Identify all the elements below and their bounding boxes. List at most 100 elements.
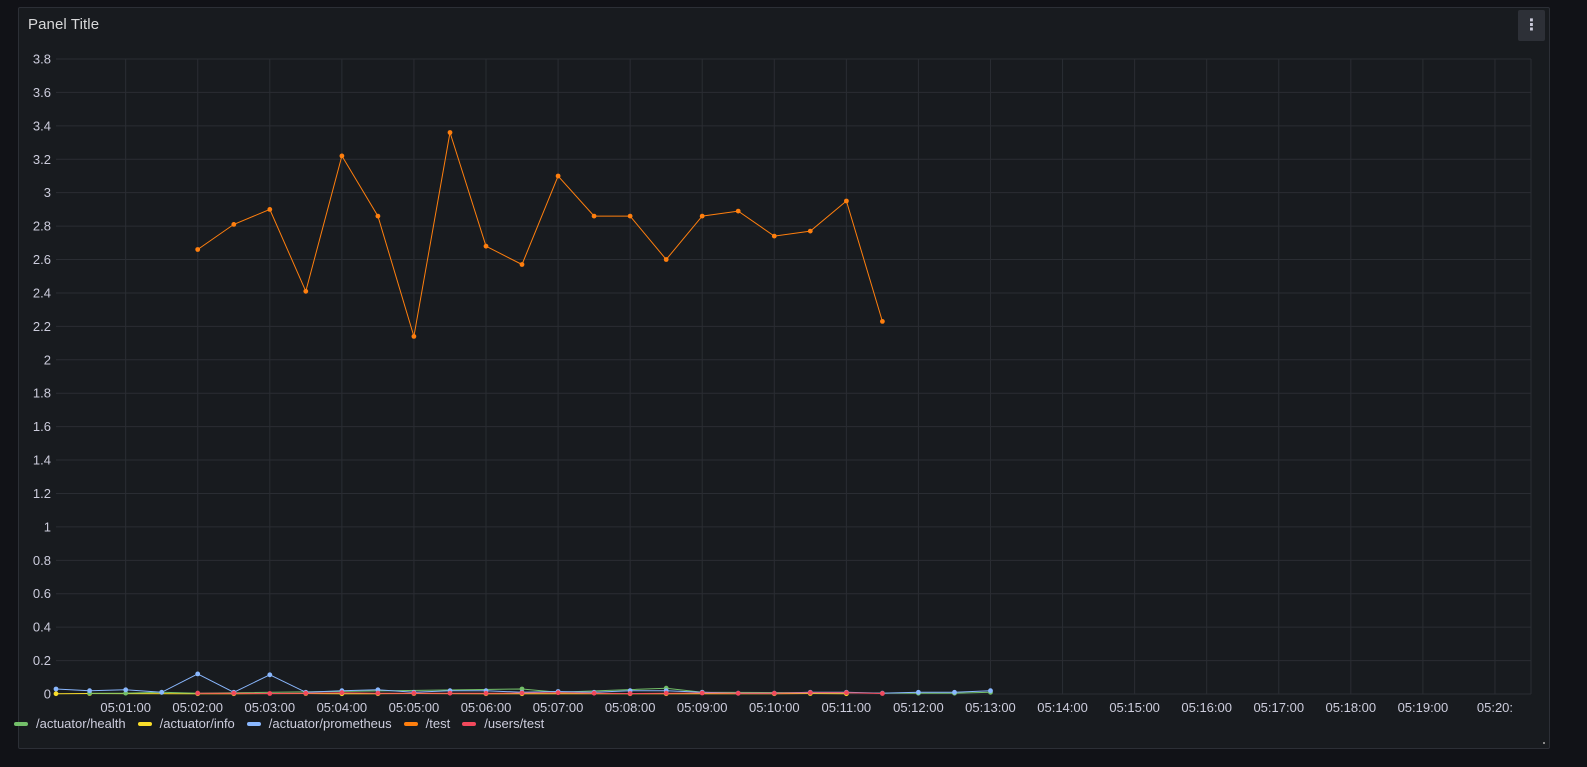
series-test[interactable] [195,130,885,339]
data-point[interactable] [267,207,273,212]
panel-title[interactable]: Panel Title [28,16,100,33]
y-tick-label: 1.4 [33,453,51,468]
kebab-menu-icon: ⋮ [1523,16,1540,34]
data-point[interactable] [483,690,489,696]
data-point[interactable] [53,691,59,697]
data-point[interactable] [807,228,813,234]
data-point[interactable] [303,690,309,696]
x-tick-label: 05:05:00 [389,700,440,715]
data-point[interactable] [87,688,92,694]
x-tick-label: 05:19:00 [1398,700,1449,715]
data-point[interactable] [411,690,417,696]
data-point[interactable] [735,208,741,214]
data-point[interactable] [555,173,561,179]
data-point[interactable] [988,688,993,694]
legend-item[interactable]: /actuator/info [137,716,235,731]
y-tick-label: 2.8 [33,219,51,234]
data-point[interactable] [952,689,957,695]
legend-swatch-icon [137,721,152,726]
resize-handle[interactable] [1543,742,1545,744]
chart-panel: Panel Title ⋮ [18,7,1550,749]
data-point[interactable] [267,691,273,696]
data-point[interactable] [231,690,237,696]
legend-label: /actuator/health [36,716,126,731]
legend-swatch-icon [246,721,261,726]
data-point[interactable] [880,319,885,324]
data-point[interactable] [807,690,813,696]
series-users-test[interactable] [195,690,885,696]
data-point[interactable] [267,672,273,678]
data-point[interactable] [627,213,633,219]
series-layer [53,130,993,697]
y-tick-label: 0 [44,687,51,702]
data-point[interactable] [591,213,597,219]
legend-item[interactable]: /users/test [462,716,544,731]
y-tick-label: 0.4 [33,620,51,635]
y-tick-label: 2 [44,352,51,367]
legend-item[interactable]: /test [403,716,451,731]
x-tick-label: 05:11:00 [822,700,872,715]
data-point[interactable] [447,130,453,135]
data-point[interactable] [195,247,201,252]
y-tick-label: 0.8 [33,553,51,568]
x-tick-label: 05:04:00 [317,700,368,715]
data-point[interactable] [916,689,921,695]
data-point[interactable] [339,690,345,696]
data-point[interactable] [375,213,381,219]
x-tick-label: 05:07:00 [533,700,584,715]
data-point[interactable] [411,334,417,339]
data-point[interactable] [844,690,849,696]
legend-item[interactable]: /actuator/prometheus [246,716,392,731]
data-point[interactable] [555,690,561,696]
series-line [197,692,883,695]
x-tick-label: 05:10:00 [749,700,800,715]
data-point[interactable] [123,687,129,693]
legend-label: /actuator/prometheus [268,716,392,731]
x-tick-label: 05:17:00 [1253,700,1304,715]
data-point[interactable] [375,690,381,696]
legend-swatch-icon [403,721,418,726]
legend: /actuator/health/actuator/info/actuator/… [14,716,556,731]
data-point[interactable] [663,257,669,262]
x-tick-label: 05:15:00 [1109,700,1160,715]
data-point[interactable] [231,222,237,227]
x-tick-label: 05:18:00 [1326,700,1377,715]
data-point[interactable] [159,689,165,695]
data-point[interactable] [699,690,705,696]
data-point[interactable] [663,690,669,696]
y-tick-label: 1 [44,519,51,534]
data-point[interactable] [844,198,849,204]
x-tick-label: 05:06:00 [461,700,512,715]
legend-item[interactable]: /actuator/health [14,716,126,731]
legend-label: /actuator/info [159,716,235,731]
y-axis: 0 0.2 0.4 0.6 0.8 1 1.2 1.4 1.6 1.8 2 2.2 2.4 2.6 2.8 3… [33,52,51,702]
data-point[interactable] [303,288,309,294]
data-point[interactable] [880,691,885,696]
legend-label: /test [425,716,451,731]
data-point[interactable] [519,262,525,267]
data-point[interactable] [195,671,201,677]
data-point[interactable] [53,686,59,692]
grid-layer [56,58,1532,695]
legend-swatch-icon [462,721,477,726]
panel-menu-button[interactable]: ⋮ [1518,10,1545,41]
data-point[interactable] [375,687,381,693]
data-point[interactable] [591,690,597,696]
data-point[interactable] [771,690,777,696]
data-point[interactable] [771,233,777,239]
data-point[interactable] [627,691,633,696]
data-point[interactable] [195,690,201,696]
data-point[interactable] [483,243,489,249]
data-point[interactable] [735,690,741,696]
x-tick-label: 05:09:00 [677,700,728,715]
data-point[interactable] [123,690,129,696]
data-point[interactable] [699,213,705,219]
data-point[interactable] [339,153,345,159]
legend-label: /users/test [484,716,545,731]
y-tick-label: 2.6 [33,252,51,267]
data-point[interactable] [447,690,453,696]
data-point[interactable] [519,690,525,696]
x-tick-label: 05:01:00 [100,700,151,715]
data-point[interactable] [519,686,525,692]
